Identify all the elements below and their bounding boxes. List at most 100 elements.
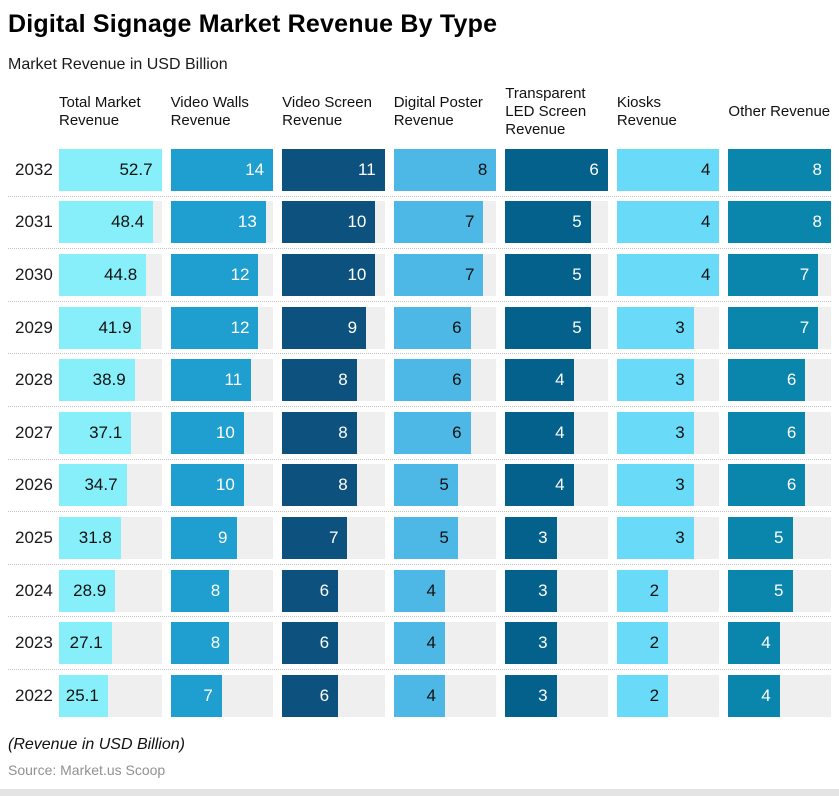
revenue-bar-video-screen-revenue-2023: 6 bbox=[282, 622, 339, 665]
revenue-unit-note: (Revenue in USD Billion) bbox=[8, 735, 185, 753]
revenue-bar-kiosks-revenue-2023: 2 bbox=[616, 622, 669, 665]
revenue-bar-other-revenue-2026: 6 bbox=[728, 464, 806, 507]
table-row: 2030 44.8 12 10 7 5 4 7 bbox=[8, 249, 831, 302]
revenue-bar-video-walls-revenue-2027: 10 bbox=[170, 411, 244, 454]
year-label: 2031 bbox=[15, 212, 53, 232]
revenue-bar-other-revenue-2030: 7 bbox=[728, 253, 819, 296]
revenue-bar-video-screen-revenue-2029: 9 bbox=[282, 306, 367, 349]
bar-track: 6 bbox=[282, 569, 385, 612]
table-row: 2031 48.4 13 10 7 5 4 8 bbox=[8, 197, 831, 250]
table-row: 2027 37.1 10 8 6 4 3 6 bbox=[8, 407, 831, 460]
revenue-bar-transparent-led-screen-revenue-2026: 4 bbox=[505, 464, 574, 507]
bar-track: 6 bbox=[393, 411, 497, 454]
bar-value: 52.7 bbox=[119, 159, 153, 179]
bar-track: 4 bbox=[616, 148, 720, 191]
bar-track: 5 bbox=[505, 253, 608, 296]
revenue-bar-digital-poster-revenue-2026: 5 bbox=[393, 464, 458, 507]
column-header-kiosks-revenue: Kiosks Revenue bbox=[616, 93, 677, 129]
bar-track: 48.4 bbox=[59, 201, 162, 244]
revenue-bar-digital-poster-revenue-2025: 5 bbox=[393, 516, 458, 559]
year-label: 2026 bbox=[15, 475, 53, 495]
bar-track: 10 bbox=[282, 253, 385, 296]
bar-value: 31.8 bbox=[78, 527, 112, 547]
bar-value: 4 bbox=[555, 370, 565, 390]
bar-track: 2 bbox=[616, 622, 720, 665]
bar-track: 2 bbox=[616, 569, 720, 612]
revenue-bar-total-market-revenue-2023: 27.1 bbox=[59, 622, 112, 665]
year-label: 2029 bbox=[15, 317, 53, 337]
revenue-bar-video-screen-revenue-2028: 8 bbox=[282, 359, 357, 402]
chart-rows: 2032 52.7 14 11 8 6 4 8 2031 48.4 13 10 7 5 4 8 2030 44.8… bbox=[8, 144, 831, 723]
bar-track: 37.1 bbox=[59, 411, 162, 454]
year-label: 2027 bbox=[15, 422, 53, 442]
bar-value: 4 bbox=[761, 633, 771, 653]
column-headers: Total Market Revenue Video Walls Revenue V… bbox=[8, 80, 831, 144]
table-row: 2025 31.8 9 7 5 3 3 5 bbox=[8, 512, 831, 565]
bar-track: 5 bbox=[728, 569, 831, 612]
revenue-bar-video-walls-revenue-2023: 8 bbox=[170, 622, 230, 665]
bar-track: 3 bbox=[505, 675, 608, 718]
bar-track: 4 bbox=[616, 253, 720, 296]
bar-value: 3 bbox=[675, 422, 685, 442]
page-subtitle: Market Revenue in USD Billion bbox=[8, 56, 228, 73]
bar-track: 13 bbox=[170, 201, 274, 244]
revenue-bar-video-walls-revenue-2024: 8 bbox=[170, 569, 230, 612]
bar-value: 8 bbox=[338, 422, 348, 442]
bar-track: 8 bbox=[728, 148, 831, 191]
source-credit: Source: Market.us Scoop bbox=[8, 761, 166, 778]
bar-track: 41.9 bbox=[59, 306, 162, 349]
bar-value: 2 bbox=[649, 633, 660, 653]
revenue-bar-digital-poster-revenue-2032: 8 bbox=[393, 148, 497, 191]
revenue-bar-other-revenue-2029: 7 bbox=[728, 306, 819, 349]
revenue-bar-kiosks-revenue-2024: 2 bbox=[616, 569, 669, 612]
bar-track: 27.1 bbox=[59, 622, 162, 665]
bar-track: 9 bbox=[170, 516, 274, 559]
bar-track: 6 bbox=[728, 411, 831, 454]
revenue-bar-video-walls-revenue-2026: 10 bbox=[170, 464, 244, 507]
bar-value: 38.9 bbox=[92, 370, 126, 390]
revenue-bar-total-market-revenue-2029: 41.9 bbox=[59, 306, 141, 349]
revenue-bar-digital-poster-revenue-2023: 4 bbox=[393, 622, 445, 665]
bar-value: 6 bbox=[452, 370, 462, 390]
bar-track: 52.7 bbox=[59, 148, 162, 191]
bar-value: 7 bbox=[799, 317, 810, 337]
bar-value: 6 bbox=[786, 475, 797, 495]
bar-value: 4 bbox=[555, 475, 565, 495]
bar-value: 8 bbox=[338, 475, 348, 495]
revenue-bar-digital-poster-revenue-2022: 4 bbox=[393, 675, 445, 718]
bar-track: 14 bbox=[170, 148, 274, 191]
column-header-video-walls-revenue: Video Walls Revenue bbox=[170, 93, 249, 129]
bar-track: 2 bbox=[616, 675, 720, 718]
bar-track: 6 bbox=[393, 306, 497, 349]
bar-track: 4 bbox=[728, 622, 831, 665]
year-label: 2024 bbox=[15, 580, 53, 600]
bar-value: 6 bbox=[319, 686, 330, 706]
table-row: 2028 38.9 11 8 6 4 3 6 bbox=[8, 354, 831, 407]
revenue-bar-transparent-led-screen-revenue-2024: 3 bbox=[505, 569, 557, 612]
revenue-bar-video-walls-revenue-2028: 11 bbox=[170, 359, 252, 402]
bar-track: 6 bbox=[282, 675, 385, 718]
bar-track: 12 bbox=[170, 306, 274, 349]
bar-value: 3 bbox=[538, 580, 548, 600]
revenue-bar-transparent-led-screen-revenue-2032: 6 bbox=[505, 148, 608, 191]
bar-value: 9 bbox=[218, 527, 228, 547]
revenue-bar-kiosks-revenue-2029: 3 bbox=[616, 306, 694, 349]
revenue-bar-video-walls-revenue-2032: 14 bbox=[170, 148, 274, 191]
bar-value: 11 bbox=[224, 370, 243, 390]
table-row: 2022 25.1 7 6 4 3 2 4 bbox=[8, 670, 831, 723]
bar-value: 5 bbox=[572, 264, 582, 284]
bar-track: 8 bbox=[728, 201, 831, 244]
column-header-total-market-revenue: Total Market Revenue bbox=[59, 93, 141, 129]
bar-track: 3 bbox=[505, 569, 608, 612]
column-header-other-revenue: Other Revenue bbox=[728, 102, 831, 120]
bar-track: 6 bbox=[282, 622, 385, 665]
table-row: 2024 28.9 8 6 4 3 2 5 bbox=[8, 565, 831, 618]
bar-value: 8 bbox=[210, 580, 221, 600]
bar-track: 11 bbox=[282, 148, 385, 191]
bar-track: 5 bbox=[393, 464, 497, 507]
bar-track: 8 bbox=[282, 359, 385, 402]
revenue-bar-other-revenue-2024: 5 bbox=[728, 569, 793, 612]
bar-value: 6 bbox=[786, 370, 797, 390]
revenue-bar-total-market-revenue-2024: 28.9 bbox=[59, 569, 116, 612]
